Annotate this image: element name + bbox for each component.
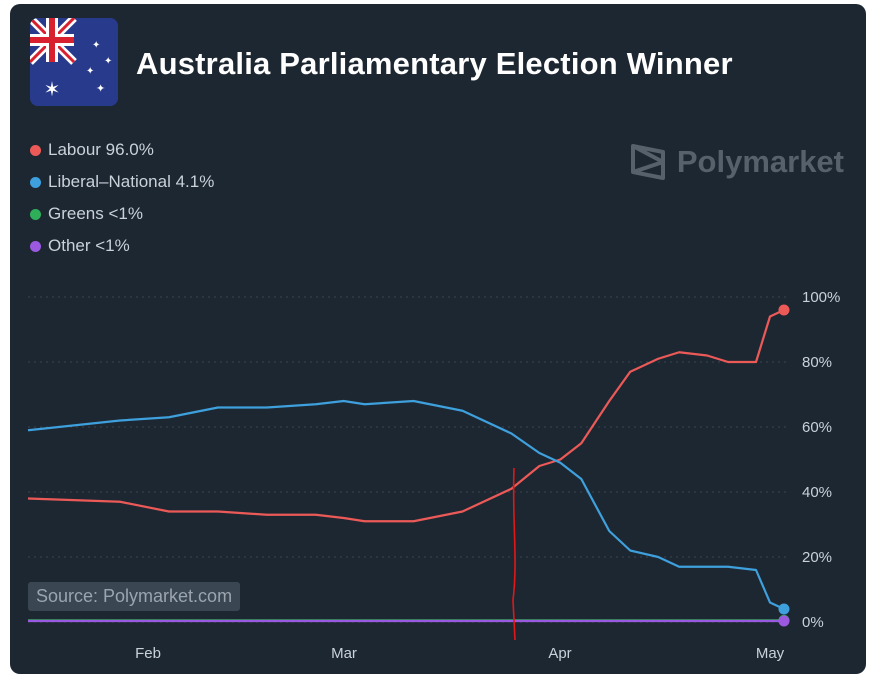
svg-text:✦: ✦ <box>92 40 100 51</box>
series-endpoint <box>778 304 790 316</box>
series-line-labour <box>27 309 785 523</box>
svg-text:✦: ✦ <box>104 56 112 67</box>
series-lines <box>27 304 790 627</box>
y-tick-label: 0% <box>802 614 824 631</box>
grid-lines <box>28 296 786 623</box>
y-tick-label: 80% <box>802 354 832 371</box>
series-line-liberal-national <box>27 399 785 610</box>
svg-text:✶: ✶ <box>44 79 61 101</box>
series-endpoint <box>778 603 790 615</box>
y-tick-label: 20% <box>802 549 832 566</box>
x-axis-ticks: Feb Mar Apr May <box>135 645 785 662</box>
legend-dot <box>30 208 41 220</box>
legend-item-other: Other <1% <box>30 230 214 262</box>
x-tick-label: Feb <box>135 645 161 662</box>
y-tick-label: 60% <box>802 419 832 436</box>
legend-label: Greens <1% <box>48 204 143 223</box>
legend-dot <box>30 176 41 188</box>
source-label: Source: Polymarket.com <box>28 582 241 611</box>
red-annotation-line <box>512 467 516 641</box>
chart-card: ✶ ✦ ✦ ✦ ✦ Australia Parliamentary Electi… <box>10 4 866 674</box>
chart-title: Australia Parliamentary Election Winner <box>136 46 733 81</box>
brand-name: Polymarket <box>676 144 844 179</box>
polymarket-icon <box>630 144 665 180</box>
x-tick-label: May <box>756 645 785 662</box>
legend-label: Other <1% <box>48 236 130 255</box>
legend-dot <box>30 240 41 252</box>
y-axis-ticks: 100% 80% 60% 40% 20% 0% <box>802 289 840 631</box>
legend-item-labour: Labour 96.0% <box>30 134 214 166</box>
legend-label: Liberal–National 4.1% <box>48 172 215 191</box>
legend-dot <box>30 144 41 156</box>
legend-item-greens: Greens <1% <box>30 198 214 230</box>
legend-label: Labour 96.0% <box>48 140 154 159</box>
polymarket-logo: Polymarket <box>629 142 844 182</box>
y-tick-label: 100% <box>802 289 840 306</box>
svg-text:✦: ✦ <box>86 66 94 77</box>
svg-text:✦: ✦ <box>96 83 105 95</box>
x-tick-label: Mar <box>331 645 357 662</box>
x-tick-label: Apr <box>548 645 571 662</box>
australia-flag-icon: ✶ ✦ ✦ ✦ ✦ <box>30 18 118 106</box>
chart-legend: Labour 96.0% Liberal–National 4.1% Green… <box>30 134 214 262</box>
series-endpoint <box>778 615 790 627</box>
legend-item-liberal-national: Liberal–National 4.1% <box>30 166 214 198</box>
y-tick-label: 40% <box>802 484 832 501</box>
